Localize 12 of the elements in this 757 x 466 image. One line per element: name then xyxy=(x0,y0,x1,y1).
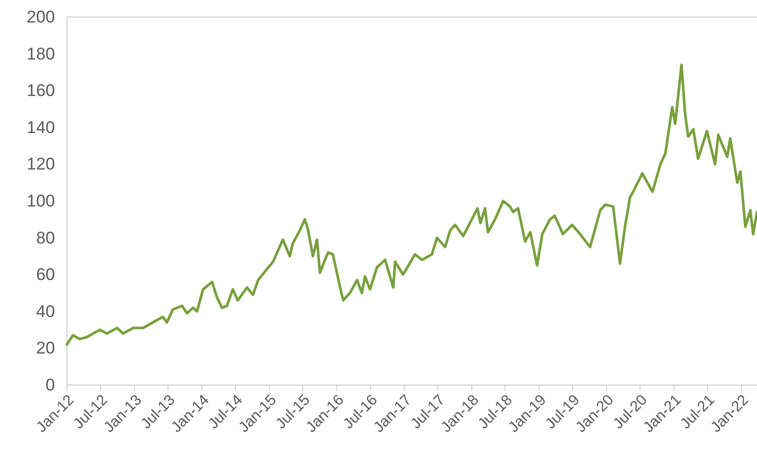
y-tick-label: 80 xyxy=(36,228,55,248)
y-tick-label: 40 xyxy=(36,302,55,321)
y-tick-label: 100 xyxy=(26,192,55,210)
y-tick-label: 20 xyxy=(36,338,55,358)
y-tick-label: 200 xyxy=(26,8,55,26)
y-tick-label: 60 xyxy=(36,265,55,284)
y-tick-label: 160 xyxy=(26,81,55,100)
y-tick-label: 120 xyxy=(26,154,55,174)
y-tick-label: 180 xyxy=(26,44,55,64)
y-tick-label: 140 xyxy=(26,118,55,137)
line-series xyxy=(66,64,757,346)
y-tick-label: 0 xyxy=(46,376,55,394)
